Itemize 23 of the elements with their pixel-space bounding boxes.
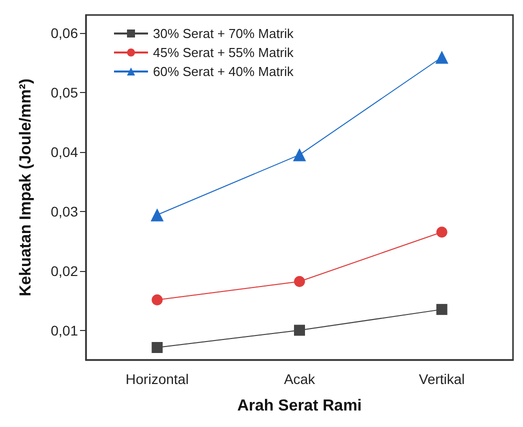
point xyxy=(294,276,305,287)
y-tick-label: 0,06 xyxy=(50,24,78,41)
x-tick-label: Vertikal xyxy=(418,371,465,387)
point xyxy=(435,50,448,64)
point xyxy=(436,304,448,315)
point xyxy=(152,342,163,354)
x-tick-label: Acak xyxy=(284,371,316,387)
legend-label: 60% Serat + 40% Matrik xyxy=(153,64,294,79)
point xyxy=(152,294,163,306)
point xyxy=(293,148,306,162)
y-tick-label: 0,01 xyxy=(50,322,78,338)
legend-label: 30% Serat + 70% Matrik xyxy=(153,26,294,41)
point xyxy=(150,208,164,222)
y-tick-label: 0,03 xyxy=(50,203,78,220)
point xyxy=(294,324,305,336)
point xyxy=(436,226,448,238)
x-axis-title: Arah Serat Rami xyxy=(237,398,362,414)
y-tick-label: 0,04 xyxy=(50,144,78,160)
legend-label: 45% Serat + 55% Matrik xyxy=(153,45,294,60)
y-tick-label: 0,02 xyxy=(50,262,78,279)
y-tick-label: 0,05 xyxy=(50,84,78,100)
x-tick-label: Horizontal xyxy=(126,371,189,387)
y-axis-title: Kekuatan Impak (Joule/mm²) xyxy=(18,78,34,296)
